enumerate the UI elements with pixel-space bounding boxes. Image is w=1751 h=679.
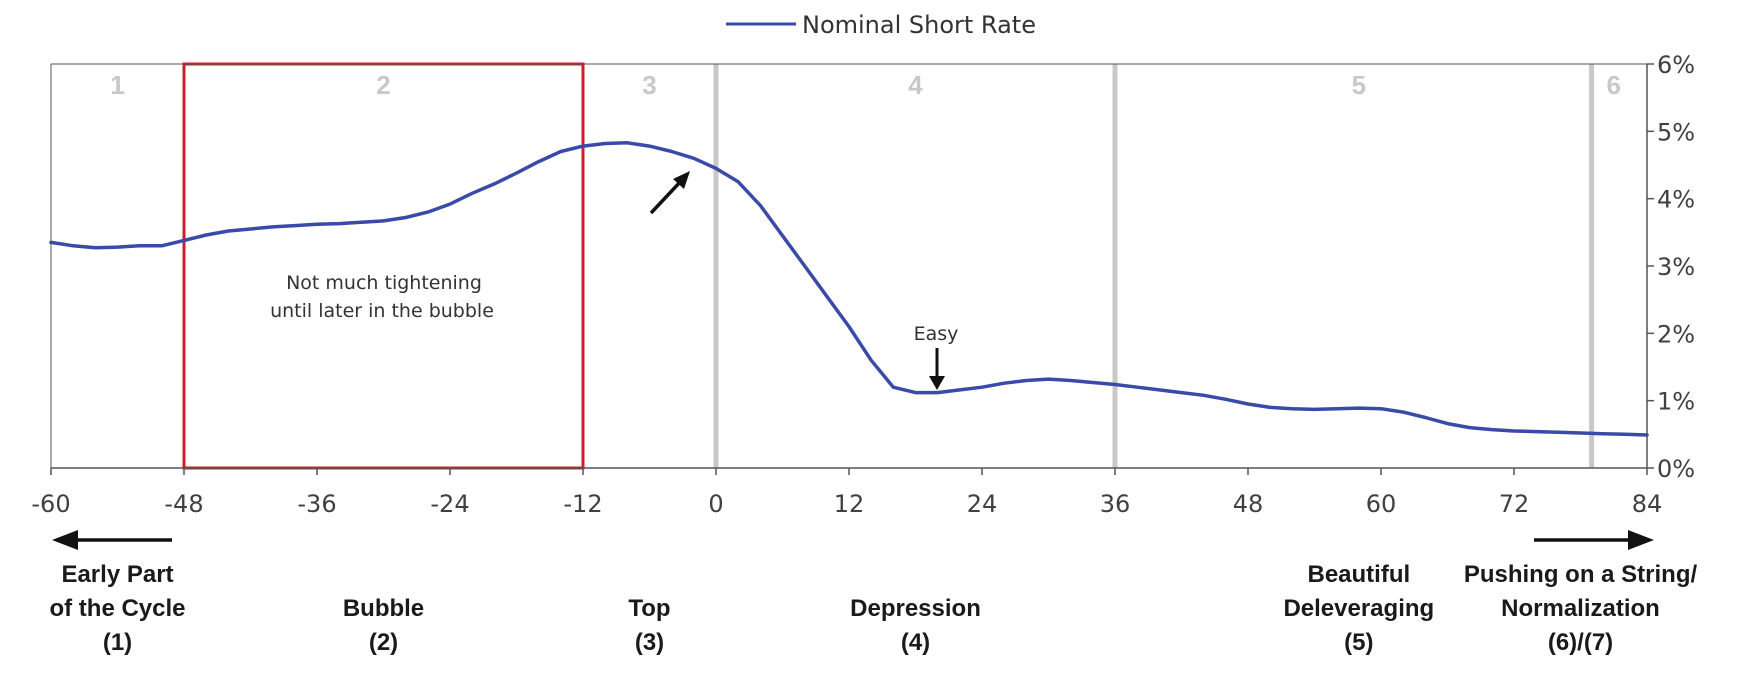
x-tick-label: -24 xyxy=(430,490,469,518)
x-tick-label: 72 xyxy=(1499,490,1530,518)
phase-label-line: (2) xyxy=(369,629,398,656)
phase-number: 2 xyxy=(376,70,390,100)
phase-label-line: (4) xyxy=(901,629,930,656)
y-tick-label: 4% xyxy=(1657,186,1695,214)
x-tick-label: 0 xyxy=(708,490,723,518)
box-annotation-line-2: until later in the bubble xyxy=(270,300,494,322)
phase-label-line: Beautiful xyxy=(1307,561,1410,588)
legend-label: Nominal Short Rate xyxy=(802,11,1036,39)
phase-label-line: (1) xyxy=(103,629,132,656)
y-tick-label: 5% xyxy=(1657,118,1695,146)
plot-area: -60 -48 -36 -24 -12 0 12 24 36 48 60 72 840%1%2%3%4%… xyxy=(31,51,1695,518)
chart-legend: Nominal Short Rate xyxy=(726,11,1036,39)
x-tick-label: 24 xyxy=(967,490,998,518)
bubble-highlight-box xyxy=(182,62,585,470)
x-tick-label: 36 xyxy=(1100,490,1131,518)
phase-number: 6 xyxy=(1607,70,1621,100)
box-annotation-line-1: Not much tightening xyxy=(286,272,482,294)
phase-labels: Early Part of the Cycle (1) Bubble (2) Top (3)… xyxy=(49,561,1697,656)
y-tick-label: 1% xyxy=(1657,388,1695,416)
phase-number: 3 xyxy=(642,70,656,100)
phase-label-line: (6)/(7) xyxy=(1548,629,1613,656)
x-tick-label: -12 xyxy=(563,490,602,518)
y-tick-label: 3% xyxy=(1657,253,1695,281)
x-tick-label: 48 xyxy=(1233,490,1264,518)
phase-label-line: Pushing on a String/ xyxy=(1464,561,1698,588)
x-tick-label: -60 xyxy=(31,490,70,518)
easy-label: Easy xyxy=(914,323,959,345)
x-tick-label: 60 xyxy=(1366,490,1397,518)
y-tick-label: 2% xyxy=(1657,320,1695,348)
phase-label-line: of the Cycle xyxy=(49,595,185,622)
phase-label-line: (3) xyxy=(635,629,664,656)
right-arrow-icon xyxy=(1534,530,1654,550)
phase-label-line: Depression xyxy=(850,595,981,622)
y-tick-label: 0% xyxy=(1657,455,1695,483)
series-line-nominal-short-rate xyxy=(49,141,1649,437)
x-tick-label: -36 xyxy=(297,490,336,518)
x-tick-label: 12 xyxy=(834,490,865,518)
down-arrow-icon xyxy=(929,348,945,390)
phase-label-line: Deleveraging xyxy=(1283,595,1434,622)
x-tick-label: 84 xyxy=(1632,490,1663,518)
x-tick-label: -48 xyxy=(164,490,203,518)
left-arrow-icon xyxy=(52,530,172,550)
phase-number: 1 xyxy=(110,70,124,100)
phase-label-line: Bubble xyxy=(343,595,424,622)
phase-label-line: (5) xyxy=(1344,629,1373,656)
up-right-arrow-icon xyxy=(649,171,690,215)
annotations: Not much tightening until later in the b… xyxy=(52,171,1654,550)
phase-label-line: Early Part xyxy=(61,561,173,588)
y-tick-label: 6% xyxy=(1657,51,1695,79)
phase-number: 5 xyxy=(1352,70,1366,100)
phase-number: 4 xyxy=(908,70,923,100)
phase-label-line: Top xyxy=(628,595,670,622)
phase-label-line: Normalization xyxy=(1501,595,1660,622)
